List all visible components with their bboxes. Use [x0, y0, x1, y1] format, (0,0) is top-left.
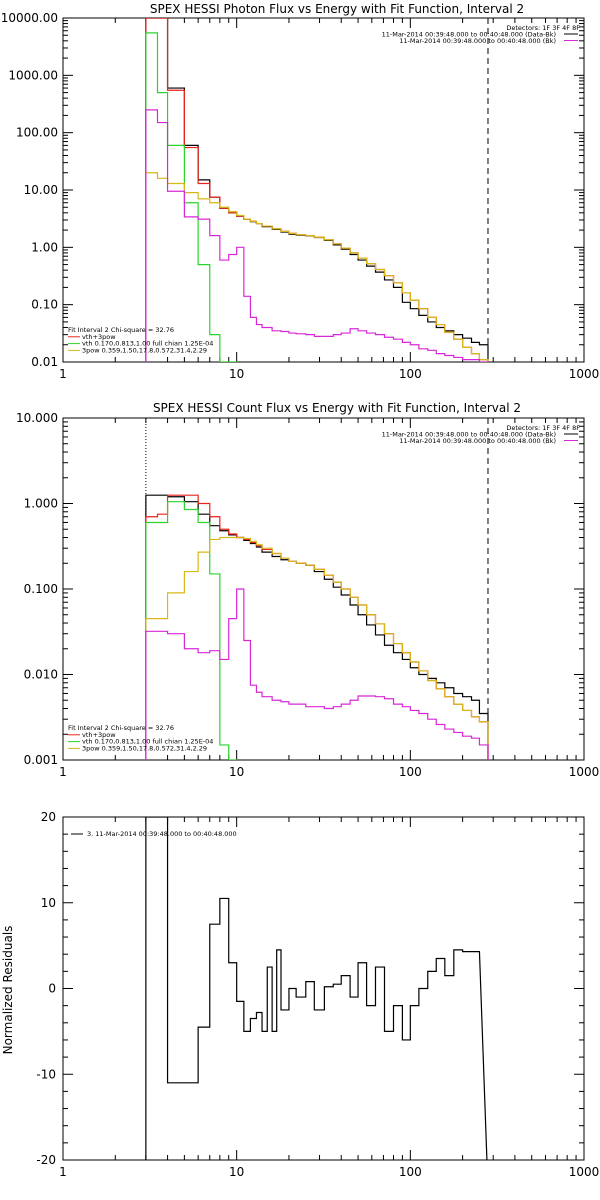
count-flux-x-tick-label: 10: [229, 765, 244, 779]
count-flux-title: SPEX HESSI Count Flux vs Energy with Fit…: [153, 401, 521, 415]
residuals-x-tick-label: 100: [399, 1165, 422, 1179]
photon-flux-x-tick-label: 10: [229, 367, 244, 381]
count-flux-fit-info-line: vth 0.170,0.813,1.00 full chian 1.25E-04: [82, 738, 213, 746]
count-flux-fit-info-line: Fit Interval 2 Chi-square = 32.76: [68, 724, 174, 732]
photon-flux-y-tick-label: 10.00: [24, 183, 58, 197]
count-flux-x-tick-label: 1: [59, 765, 67, 779]
photon-flux-x-tick-label: 1000: [569, 367, 600, 381]
count-flux-y-tick-label: 0.001: [24, 753, 58, 767]
count-flux-y-tick-label: 0.010: [24, 668, 58, 682]
count-flux-header-line: 11-Mar-2014 00:39:48.000 to 00:40:48.000…: [382, 431, 556, 439]
residuals-y-tick-label: 20: [41, 810, 56, 824]
photon-flux-x-tick-label: 1: [59, 367, 67, 381]
count-flux-y-tick-label: 0.100: [24, 582, 58, 596]
photon-flux-y-tick-label: 0.01: [31, 355, 58, 369]
residuals-y-axis-label: Normalized Residuals: [1, 926, 15, 1055]
residuals-series-residuals: [145, 817, 488, 1160]
count-flux-header-line: Detectors: 1F 3F 4F 8F: [506, 424, 580, 432]
residuals-x-tick-label: 10: [229, 1165, 244, 1179]
photon-flux-panel: SPEX HESSI Photon Flux vs Energy with Fi…: [1, 2, 600, 381]
photon-flux-y-tick-label: 10000.00: [1, 11, 58, 25]
photon-flux-series-3pow: [145, 172, 489, 362]
residuals-plot-frame: [62, 816, 585, 1161]
residuals-y-tick-label: 10: [41, 896, 56, 910]
photon-flux-y-tick-label: 0.10: [31, 298, 58, 312]
photon-flux-series-vth: [145, 32, 238, 362]
count-flux-series-vth: [145, 501, 238, 760]
photon-flux-x-tick-label: 100: [399, 367, 422, 381]
count-flux-y-tick-label: 10.000: [16, 411, 58, 425]
count-flux-x-tick-label: 1000: [569, 765, 600, 779]
photon-flux-header-line: 11-Mar-2014 00:39:48.000 to 00:40:48.000…: [399, 37, 556, 45]
photon-flux-y-tick-label: 1000.00: [8, 68, 58, 82]
count-flux-series-bk: [145, 588, 489, 760]
residuals-x-tick-label: 1: [59, 1165, 67, 1179]
count-flux-panel: SPEX HESSI Count Flux vs Energy with Fit…: [16, 401, 600, 779]
count-flux-fit-info-line: 3pow 0.359,1.50,17.8,0.572,31.4,2.29: [82, 744, 207, 752]
count-flux-header-line: 11-Mar-2014 00:39:48.000 to 00:40:48.000…: [399, 437, 556, 445]
photon-flux-header-line: 11-Mar-2014 00:39:48.000 to 00:40:48.000…: [382, 31, 556, 39]
photon-flux-y-tick-label: 100.00: [16, 126, 58, 140]
residuals-panel: Normalized Residuals 1 10 100 1000 -20 -10 0 10…: [1, 810, 600, 1179]
residuals-y-tick-label: 0: [48, 982, 56, 996]
photon-flux-series-bk: [145, 109, 489, 362]
count-flux-x-tick-label: 100: [399, 765, 422, 779]
count-flux-series-data-bk: [145, 494, 489, 760]
count-flux-fit-info-line: vth+3pow: [82, 731, 116, 739]
photon-flux-plot-frame: [62, 17, 585, 363]
count-flux-series-3pow: [145, 536, 489, 760]
photon-flux-y-tick-label: 1.00: [31, 240, 58, 254]
photon-flux-fit-info-line: vth 0.170,0.813,1.00 full chian 1.25E-04: [82, 340, 213, 348]
residuals-legend-label: 3. 11-Mar-2014 00:39:48.000 to 00:40:48.…: [87, 830, 237, 838]
photon-flux-fit-info-line: vth+3pow: [82, 333, 116, 341]
photon-flux-header-line: Detectors: 1F 3F 4F 8F: [506, 24, 580, 32]
residuals-x-tick-label: 1000: [569, 1165, 600, 1179]
photon-flux-fit-info-line: Fit Interval 2 Chi-square = 32.76: [68, 326, 174, 334]
photon-flux-title: SPEX HESSI Photon Flux vs Energy with Fi…: [150, 2, 524, 16]
count-flux-plot-frame: [62, 417, 585, 761]
count-flux-y-tick-label: 1.000: [24, 497, 58, 511]
residuals-y-tick-label: -20: [36, 1153, 56, 1167]
photon-flux-fit-info-line: 3pow 0.359,1.50,17.8,0.572,31.4,2.29: [82, 346, 207, 354]
residuals-y-tick-label: -10: [36, 1067, 56, 1081]
